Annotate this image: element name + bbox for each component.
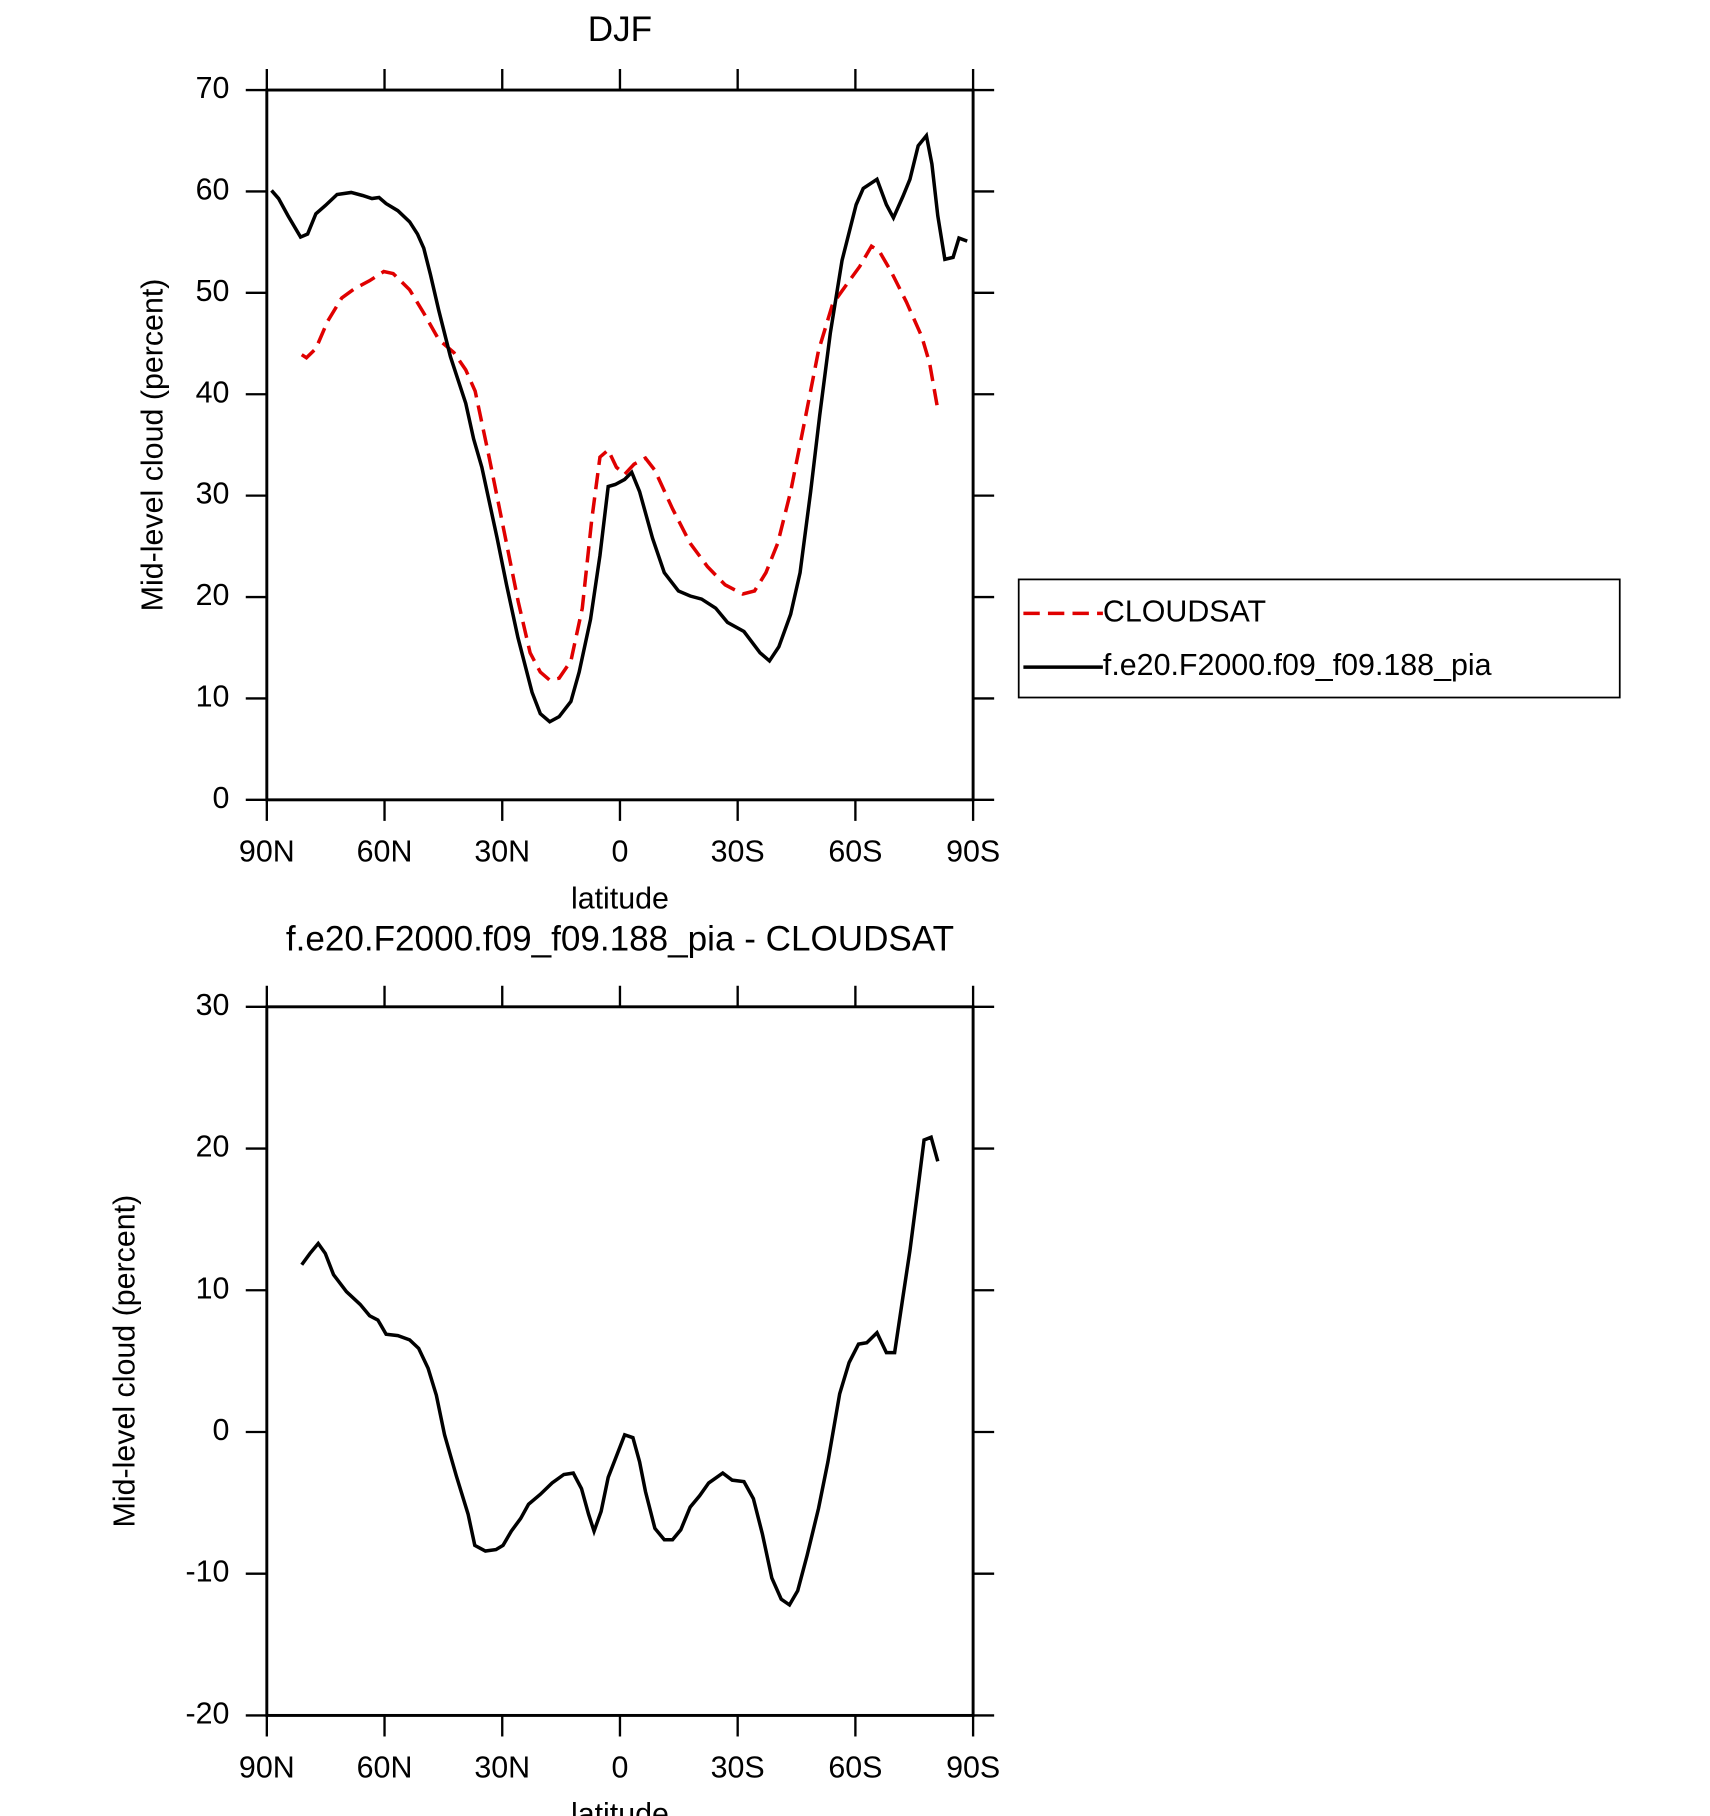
x-tick-label: 30S	[711, 835, 765, 869]
x-tick-label: 30N	[474, 835, 530, 869]
y-tick-label: 10	[196, 1271, 230, 1305]
y-axis-label: Mid-level cloud (percent)	[108, 1195, 142, 1528]
x-tick-label: 90N	[239, 835, 295, 869]
legend-label: f.e20.F2000.f09_f09.188_pia	[1103, 648, 1492, 682]
data-line	[300, 243, 940, 683]
x-axis-label: latitude	[571, 881, 669, 915]
y-tick-label: 30	[196, 988, 230, 1022]
x-tick-label: 0	[612, 835, 629, 869]
y-tick-label: -10	[185, 1555, 229, 1589]
y-tick-label: 20	[196, 578, 230, 612]
legend-label: CLOUDSAT	[1103, 594, 1266, 628]
y-tick-label: 50	[196, 274, 230, 308]
y-tick-label: 20	[196, 1130, 230, 1164]
x-tick-label: 90S	[946, 835, 1000, 869]
y-axis-label: Mid-level cloud (percent)	[136, 279, 170, 612]
plot-frame	[265, 1005, 975, 1717]
x-axis-label: latitude	[571, 1797, 669, 1816]
x-tick-label: 30S	[711, 1750, 765, 1784]
x-tick-label: 0	[612, 1750, 629, 1784]
x-tick-label: 60N	[357, 835, 413, 869]
x-tick-label: 90S	[946, 1750, 1000, 1784]
plot-frame	[265, 88, 975, 802]
y-tick-label: 0	[212, 781, 229, 815]
data-line	[270, 131, 968, 724]
x-tick-label: 60S	[828, 835, 882, 869]
y-tick-label: 10	[196, 679, 230, 713]
x-tick-label: 90N	[239, 1750, 295, 1784]
data-line	[300, 1134, 940, 1608]
legend-box	[1017, 578, 1621, 699]
y-tick-label: -20	[185, 1696, 229, 1730]
x-tick-label: 30N	[474, 1750, 530, 1784]
y-tick-label: 70	[196, 71, 230, 105]
y-tick-label: 30	[196, 477, 230, 511]
y-tick-label: 0	[212, 1413, 229, 1447]
chart-title: DJF	[588, 10, 652, 49]
y-tick-label: 40	[196, 375, 230, 409]
x-tick-label: 60N	[357, 1750, 413, 1784]
chart-title: f.e20.F2000.f09_f09.188_pia - CLOUDSAT	[286, 920, 954, 959]
y-tick-label: 60	[196, 172, 230, 206]
x-tick-label: 60S	[828, 1750, 882, 1784]
